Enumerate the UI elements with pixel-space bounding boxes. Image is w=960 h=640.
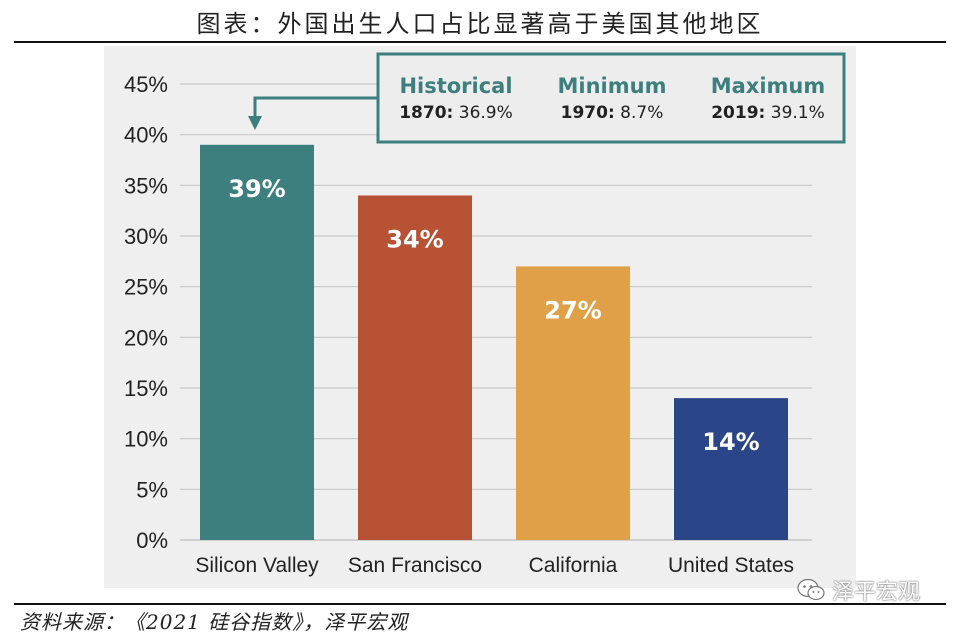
callout-heading: Historical <box>399 74 512 98</box>
y-tick-label: 25% <box>124 275 168 300</box>
wechat-icon <box>797 578 825 601</box>
callout-arrow-line <box>253 96 378 118</box>
data-label: 39% <box>228 175 285 203</box>
callout-value-line: 2019: 39.1% <box>711 103 825 123</box>
callout-year: 1870: <box>399 103 453 123</box>
callout-box: Historical 1870: 36.9% Minimum 1970: 8.7% Ma… <box>248 52 846 144</box>
y-tick-label: 0% <box>136 528 168 553</box>
source-note: 资料来源：《2021 硅谷指数》，泽平宏观 <box>20 610 409 634</box>
watermark: 泽平宏观 <box>796 574 920 606</box>
callout-heading: Maximum <box>711 74 826 98</box>
y-tick-label: 40% <box>124 123 168 148</box>
callout-value: 8.7% <box>615 103 664 123</box>
data-label: 34% <box>386 225 443 253</box>
x-tick-label: San Francisco <box>348 554 482 577</box>
bar <box>358 195 472 540</box>
bar <box>674 398 788 540</box>
data-label: 14% <box>702 428 759 456</box>
y-tick-label: 10% <box>124 427 168 452</box>
x-axis-labels: Silicon Valley San Francisco California Uni… <box>195 554 794 577</box>
bottom-rule <box>14 603 946 605</box>
y-tick-label: 30% <box>124 224 168 249</box>
callout-value: 39.1% <box>765 103 824 123</box>
callout-value: 36.9% <box>453 103 512 123</box>
bar <box>200 144 314 541</box>
x-tick-label: United States <box>668 554 794 577</box>
x-tick-label: Silicon Valley <box>195 554 319 577</box>
y-axis-ticks: 0% 5% 10% 15% 20% 25% 30% 35% 40% 45% <box>124 72 168 553</box>
callout-value-line: 1870: 36.9% <box>399 103 513 123</box>
bars <box>200 144 788 541</box>
top-rule <box>14 41 946 43</box>
y-tick-label: 45% <box>124 72 168 97</box>
callout-value-line: 1970: 8.7% <box>561 103 664 123</box>
y-tick-label: 15% <box>124 376 168 401</box>
watermark-text: 泽平宏观 <box>832 580 921 605</box>
y-tick-label: 20% <box>124 325 168 350</box>
callout-year: 2019: <box>711 103 765 123</box>
data-label: 27% <box>544 296 601 324</box>
callout-heading: Minimum <box>558 74 667 98</box>
callout-border <box>376 52 846 144</box>
y-tick-label: 35% <box>124 173 168 198</box>
callout-arrow-head <box>248 116 262 130</box>
y-tick-label: 5% <box>136 477 168 502</box>
figure-title: 图表：外国出生人口占比显著高于美国其他地区 <box>196 10 764 38</box>
x-tick-label: California <box>529 554 618 577</box>
callout-year: 1970: <box>561 103 615 123</box>
data-labels: 39% 34% 27% 14% <box>228 175 759 456</box>
bar <box>516 266 630 540</box>
